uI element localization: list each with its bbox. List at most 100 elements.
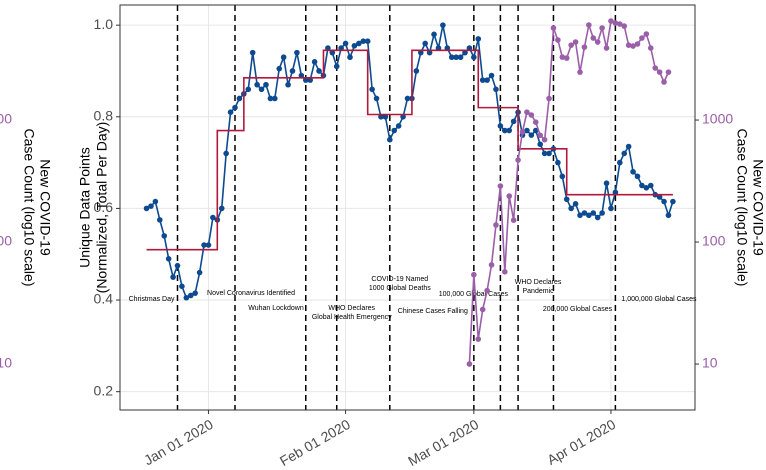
data-point (152, 198, 159, 205)
data-point (448, 54, 455, 61)
data-point (590, 35, 597, 41)
data-point (537, 141, 543, 148)
data-point (559, 173, 566, 180)
data-point (351, 42, 358, 49)
data-point (272, 95, 278, 102)
event-label: Global Health Emergency (312, 314, 392, 321)
data-point (435, 45, 442, 51)
data-point (285, 81, 291, 88)
data-point (316, 68, 322, 74)
data-point (373, 95, 380, 102)
data-point (594, 214, 601, 221)
data-point (603, 45, 610, 51)
data-point (422, 40, 428, 47)
data-point (652, 65, 658, 71)
data-point (661, 198, 667, 205)
data-point (466, 361, 473, 367)
data-point (603, 180, 610, 187)
data-point (232, 104, 238, 111)
data-point (479, 306, 486, 313)
data-point (532, 127, 539, 134)
data-point (325, 45, 331, 51)
data-point (387, 136, 393, 143)
y-tick-label: 0.4 (94, 291, 114, 307)
data-point (670, 198, 676, 205)
data-point (263, 81, 269, 88)
data-point (502, 269, 508, 275)
data-point (333, 63, 340, 70)
data-point (617, 21, 623, 27)
data-point (594, 39, 601, 45)
y-tick-label: 1.0 (94, 16, 114, 32)
data-point (647, 182, 654, 189)
y-axis-title: (Normalized, Total Per Day) (94, 122, 110, 294)
data-point (568, 205, 574, 212)
data-point (630, 168, 636, 175)
data-point (471, 271, 477, 278)
data-point (546, 150, 552, 157)
data-point (608, 18, 614, 24)
data-point (528, 112, 535, 118)
y2-axis-title-clipped: Case Count (log10 scale) (21, 129, 37, 287)
data-point (634, 41, 641, 47)
data-point (475, 336, 482, 342)
event-label: Christmas Day (129, 296, 175, 303)
data-point (484, 287, 490, 294)
data-point (621, 23, 628, 29)
data-point (643, 31, 650, 37)
data-point (656, 69, 663, 75)
event-label: Wuhan Lockdown (248, 305, 304, 312)
data-point (302, 77, 309, 83)
event-label: WHO Declares (515, 279, 562, 286)
data-point (218, 205, 225, 212)
data-point (466, 45, 473, 51)
data-point (280, 54, 287, 61)
data-point (179, 283, 185, 290)
data-point (581, 210, 588, 216)
y2-axis-title: New COVID-19 (750, 159, 766, 256)
data-point (440, 22, 446, 28)
data-point (161, 233, 168, 239)
event-label: WHO Declares (328, 305, 375, 312)
data-point (572, 39, 579, 45)
y-axis-title: Unique Data Points (77, 147, 93, 268)
data-point (546, 95, 552, 102)
data-point (205, 242, 212, 248)
data-point (276, 65, 283, 72)
data-point (497, 183, 504, 189)
data-point (488, 262, 495, 268)
data-point (462, 49, 468, 56)
data-point (413, 68, 420, 74)
data-point (639, 35, 645, 41)
data-point (502, 127, 508, 134)
data-point (608, 205, 614, 212)
data-point (524, 127, 530, 134)
data-point (170, 274, 176, 280)
data-point (665, 212, 672, 219)
data-point (506, 127, 513, 134)
data-point (267, 95, 274, 102)
data-point (577, 212, 583, 219)
data-point (541, 150, 548, 157)
data-point (192, 290, 198, 296)
y2-tick-label: 10 (702, 355, 718, 371)
data-point (568, 42, 574, 48)
y-tick-label: 0.6 (94, 199, 114, 215)
y-tick-label: 0.2 (94, 382, 114, 398)
y-tick-label: 0.8 (94, 107, 114, 123)
data-point (395, 123, 402, 129)
data-point (586, 22, 592, 28)
data-point (294, 49, 300, 56)
data-point (661, 79, 667, 85)
data-point (506, 193, 513, 199)
event-label: COVID-19 Named (371, 276, 428, 283)
event-label: Chinese Cases Falling (398, 308, 468, 315)
data-point (223, 150, 229, 157)
data-point (577, 69, 583, 75)
data-point (656, 194, 663, 200)
panel-border (119, 4, 696, 411)
data-point (634, 173, 641, 180)
data-point (621, 150, 628, 157)
